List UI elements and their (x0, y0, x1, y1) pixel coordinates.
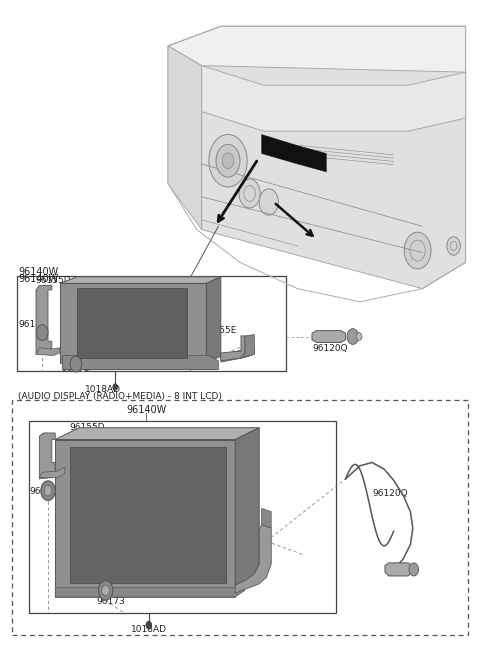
Polygon shape (202, 66, 466, 131)
Polygon shape (55, 440, 235, 590)
Polygon shape (262, 134, 326, 172)
Circle shape (404, 232, 431, 269)
Circle shape (36, 325, 48, 340)
Circle shape (98, 581, 113, 600)
Polygon shape (168, 46, 202, 230)
Polygon shape (221, 346, 254, 362)
Polygon shape (385, 563, 412, 576)
Polygon shape (39, 433, 55, 479)
Circle shape (239, 179, 260, 208)
Polygon shape (62, 363, 218, 369)
Polygon shape (39, 467, 65, 478)
Polygon shape (36, 348, 60, 356)
Text: 96140W: 96140W (126, 405, 167, 415)
Text: 96173: 96173 (30, 487, 59, 497)
Circle shape (347, 329, 359, 344)
Circle shape (447, 237, 460, 255)
Circle shape (259, 189, 278, 215)
Text: (AUDIO DISPLAY (RADIO+MEDIA) - 8 INT LCD): (AUDIO DISPLAY (RADIO+MEDIA) - 8 INT LCD… (18, 392, 222, 401)
Polygon shape (55, 590, 235, 597)
Polygon shape (62, 356, 218, 369)
Circle shape (70, 356, 82, 372)
Circle shape (209, 134, 247, 187)
Circle shape (222, 153, 234, 169)
Polygon shape (206, 277, 221, 363)
Circle shape (409, 563, 419, 576)
Polygon shape (168, 26, 466, 85)
Polygon shape (202, 66, 466, 289)
Text: 96155E: 96155E (221, 502, 255, 511)
Polygon shape (235, 525, 271, 593)
Circle shape (146, 621, 152, 629)
Text: 96120Q: 96120Q (312, 344, 348, 354)
Circle shape (216, 144, 240, 177)
Polygon shape (77, 288, 187, 358)
Text: 96173: 96173 (61, 364, 90, 373)
Text: 96173: 96173 (96, 597, 125, 606)
Polygon shape (262, 508, 271, 528)
Text: 96120Q: 96120Q (372, 489, 408, 498)
Text: 96173: 96173 (18, 320, 47, 329)
Polygon shape (312, 331, 346, 342)
Polygon shape (60, 277, 221, 283)
Polygon shape (60, 283, 206, 363)
Text: 96140W: 96140W (18, 274, 59, 284)
Polygon shape (55, 583, 245, 597)
Text: 96155E: 96155E (203, 326, 237, 335)
Polygon shape (240, 335, 254, 358)
Circle shape (102, 585, 109, 596)
Polygon shape (36, 285, 52, 354)
Circle shape (44, 485, 52, 496)
Circle shape (113, 384, 118, 390)
Polygon shape (235, 428, 259, 590)
Text: 1018AD: 1018AD (85, 385, 121, 394)
Text: 96155D: 96155D (35, 276, 71, 285)
Polygon shape (55, 428, 259, 440)
Circle shape (41, 481, 55, 501)
Text: 96140W: 96140W (18, 266, 59, 277)
Polygon shape (70, 447, 226, 583)
Text: 96155D: 96155D (70, 423, 105, 432)
Polygon shape (221, 336, 245, 361)
Text: 1018AD: 1018AD (131, 625, 167, 634)
Circle shape (356, 333, 362, 340)
